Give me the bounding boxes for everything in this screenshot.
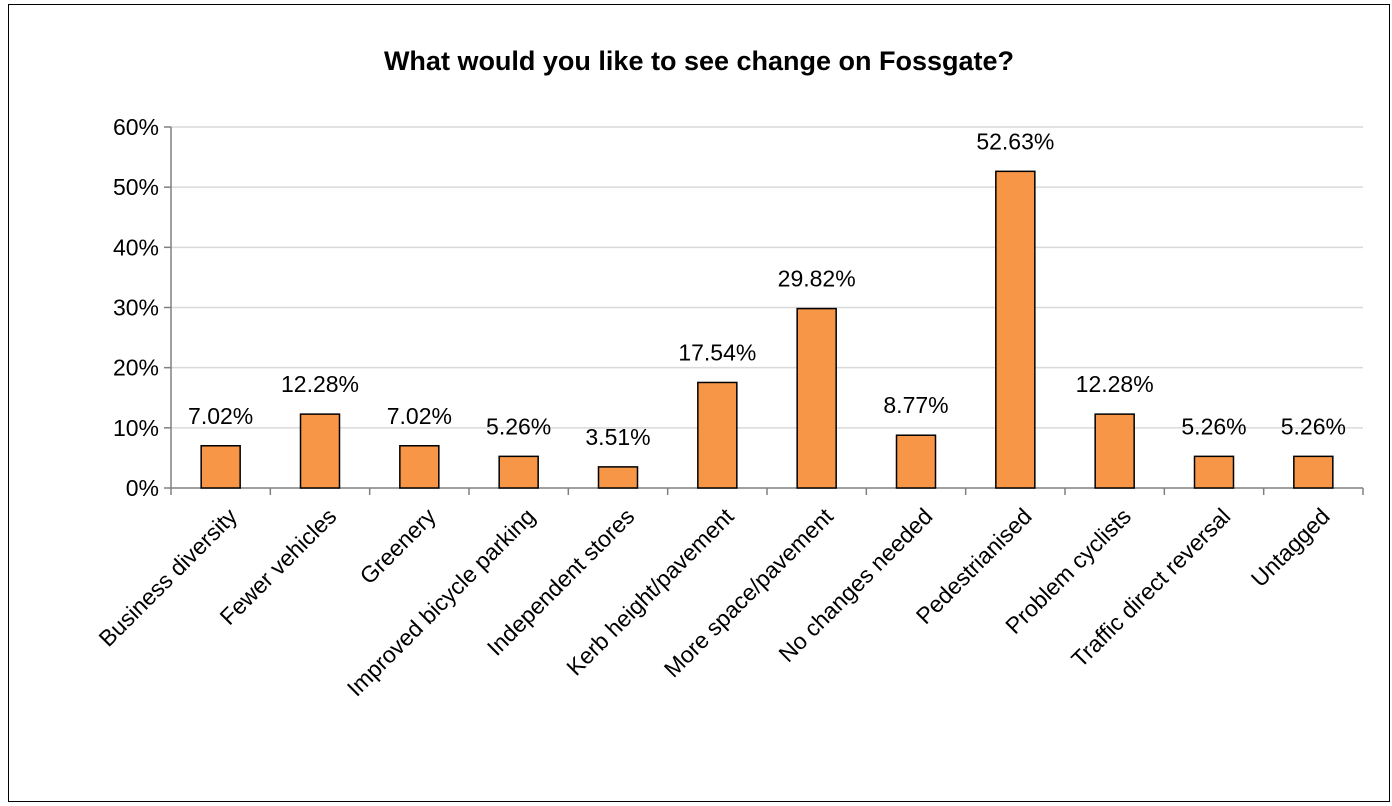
data-label: 3.51% xyxy=(585,424,650,450)
data-label: 8.77% xyxy=(883,392,948,418)
bar xyxy=(796,307,837,489)
bar xyxy=(597,466,639,489)
y-tick-label: 40% xyxy=(113,234,159,260)
axes xyxy=(164,126,1364,495)
data-label: 5.26% xyxy=(1281,413,1346,439)
y-tick-label: 10% xyxy=(113,415,159,441)
category-label: Greenery xyxy=(355,503,442,590)
y-tick-label: 0% xyxy=(126,475,159,501)
bar xyxy=(200,445,241,489)
data-labels: 7.02% 12.28% 7.02% 5.26% 3.51% 17.54% 29.82% 8.… xyxy=(188,128,1346,450)
bar xyxy=(498,455,539,489)
bar xyxy=(1293,455,1334,489)
bar xyxy=(697,381,738,489)
bar xyxy=(895,434,937,489)
data-label: 7.02% xyxy=(387,403,452,429)
y-axis-tick-labels: 0% 10% 20% 30% 40% 50% 60% xyxy=(113,114,159,501)
category-label: Kerb height/pavement xyxy=(561,503,739,681)
chart-title: What would you like to see change on Fos… xyxy=(383,46,1015,76)
data-label: 12.28% xyxy=(1076,371,1154,397)
bar xyxy=(399,445,440,489)
y-tick-label: 30% xyxy=(113,295,159,321)
gridlines xyxy=(171,126,1363,429)
data-label: 29.82% xyxy=(778,266,856,292)
category-label: Improved bicycle parking xyxy=(342,503,540,701)
data-label: 7.02% xyxy=(188,403,253,429)
bar xyxy=(995,170,1036,489)
bar xyxy=(299,413,341,489)
y-tick-label: 50% xyxy=(113,174,159,200)
bar xyxy=(1193,455,1235,489)
bars xyxy=(200,170,1334,489)
y-tick-label: 60% xyxy=(113,114,159,140)
data-label: 52.63% xyxy=(976,128,1054,154)
category-label: Business diversity xyxy=(94,503,243,652)
data-label: 17.54% xyxy=(678,339,756,365)
y-tick-label: 20% xyxy=(113,355,159,381)
category-label: Untagged xyxy=(1246,503,1335,592)
data-label: 12.28% xyxy=(281,371,359,397)
category-label: More space/pavement xyxy=(659,503,839,683)
data-label: 5.26% xyxy=(486,413,551,439)
data-label: 5.26% xyxy=(1181,413,1246,439)
bar xyxy=(1094,413,1135,489)
